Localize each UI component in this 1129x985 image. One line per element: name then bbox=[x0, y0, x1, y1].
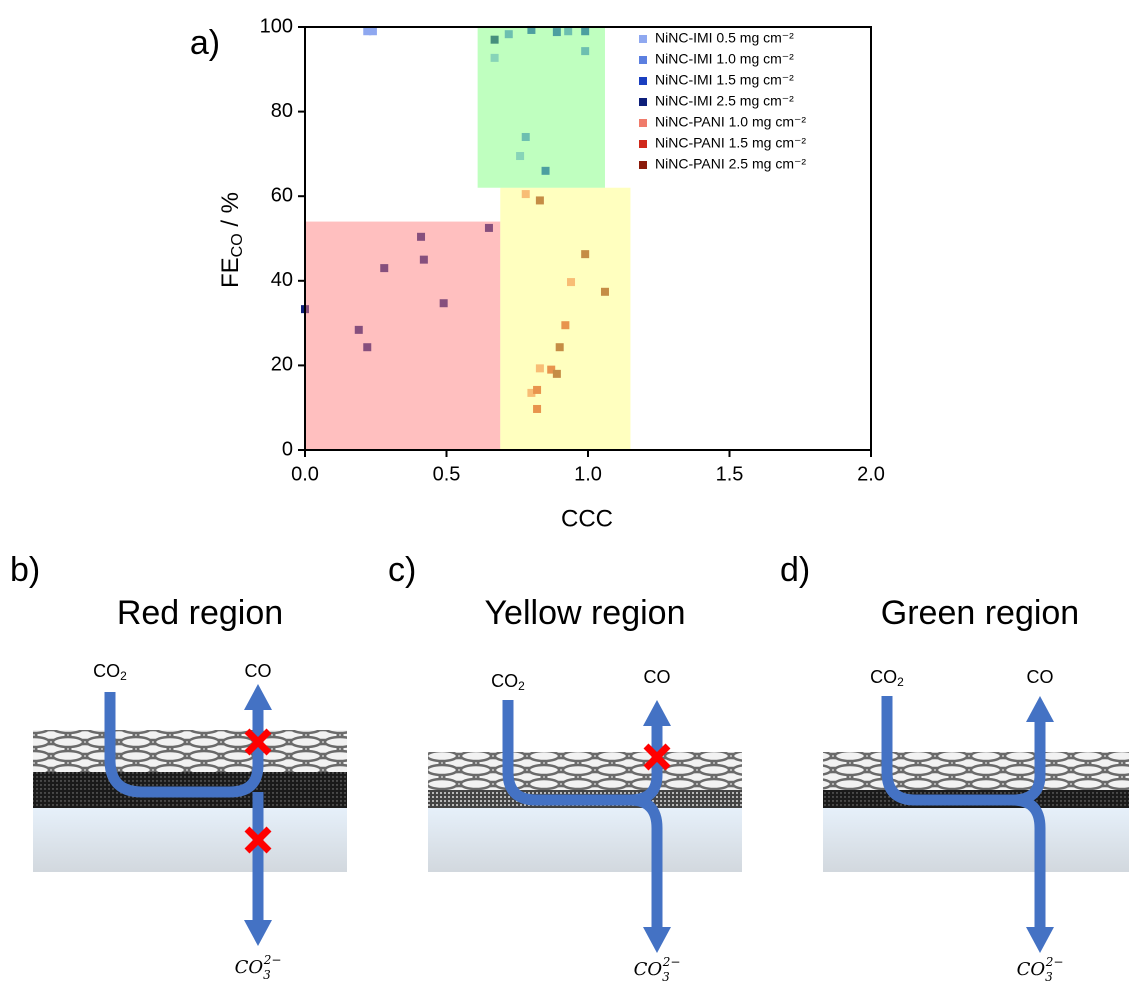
y-tick-label: 100 bbox=[260, 15, 293, 37]
legend-swatch bbox=[639, 161, 647, 169]
legend-swatch bbox=[639, 140, 647, 148]
x-tick-label: 0.0 bbox=[291, 463, 319, 485]
co2-label: CO2 bbox=[870, 667, 904, 689]
arrowhead bbox=[643, 927, 671, 953]
flow-arrow bbox=[1012, 794, 1046, 932]
chem-sub: 3 bbox=[263, 968, 271, 982]
legend-swatch bbox=[639, 35, 647, 43]
panel-b: b) Red region CO2 CO CO32− bbox=[10, 551, 347, 982]
panel-d: d) Green region CO2 CO CO32− bbox=[780, 551, 1129, 984]
panel-title: Yellow region bbox=[485, 594, 686, 632]
chem-main: CO bbox=[634, 959, 663, 980]
co-label: CO bbox=[1027, 667, 1054, 687]
co2-label: CO2 bbox=[491, 671, 525, 693]
chem-sub: 2 bbox=[120, 669, 127, 683]
flow-arrow bbox=[502, 700, 663, 806]
y-axis-label: FECO / % bbox=[217, 192, 246, 288]
chem-sup: 2− bbox=[1045, 955, 1064, 969]
co2-label: CO2 bbox=[93, 661, 127, 683]
y-label-sub: CO bbox=[229, 233, 246, 257]
x-tick-label: 1.0 bbox=[574, 463, 602, 485]
panel-title: Green region bbox=[881, 594, 1079, 632]
region bbox=[305, 221, 501, 450]
x-tick-label: 0.5 bbox=[433, 463, 461, 485]
blocked-mark bbox=[244, 826, 272, 854]
legend-label: NiNC-PANI 2.5 mg cm⁻² bbox=[655, 156, 806, 172]
legend-label: NiNC-IMI 1.0 mg cm⁻² bbox=[655, 51, 794, 67]
point bbox=[368, 27, 377, 36]
arrowhead bbox=[1026, 927, 1054, 953]
legend-swatch bbox=[639, 56, 647, 64]
electrolyte bbox=[428, 808, 742, 872]
flow-arrow bbox=[881, 696, 1046, 806]
legend-swatch bbox=[639, 98, 647, 106]
point bbox=[363, 27, 372, 36]
blocked-mark bbox=[244, 728, 272, 756]
plot bbox=[301, 25, 631, 451]
electrolyte bbox=[823, 808, 1129, 872]
y-tick-label: 60 bbox=[271, 184, 293, 206]
y-tick-label: 40 bbox=[271, 269, 293, 291]
gas-diffusion-layer bbox=[823, 752, 1129, 790]
legend-label: NiNC-PANI 1.5 mg cm⁻² bbox=[655, 135, 806, 151]
electrolyte bbox=[33, 808, 347, 872]
co-label: CO bbox=[245, 661, 272, 681]
panel-c: c) Yellow region CO2 CO CO32− bbox=[388, 551, 742, 984]
y-tick-label: 0 bbox=[282, 438, 293, 460]
legend-swatch bbox=[639, 119, 647, 127]
arrowhead bbox=[643, 700, 671, 726]
gas-diffusion-layer bbox=[428, 752, 742, 790]
region bbox=[477, 27, 605, 188]
region bbox=[500, 187, 631, 451]
chem-main: CO bbox=[235, 957, 264, 978]
y-tick-label: 80 bbox=[271, 100, 293, 122]
carbonate-label: CO32− bbox=[1017, 955, 1064, 984]
legend-label: NiNC-IMI 2.5 mg cm⁻² bbox=[655, 93, 794, 109]
co-label: CO bbox=[644, 667, 671, 687]
y-tick-label: 20 bbox=[271, 354, 293, 376]
panel-label: b) bbox=[10, 551, 40, 589]
arrowhead bbox=[1026, 696, 1054, 722]
x-tick-label: 1.5 bbox=[716, 463, 744, 485]
chem-sub: 3 bbox=[662, 970, 670, 984]
chem-sub: 2 bbox=[518, 679, 525, 693]
panel-title: Red region bbox=[117, 594, 283, 632]
x-axis-label: CCC bbox=[561, 505, 613, 532]
y-label-main: FE bbox=[217, 257, 244, 288]
flow-arrow bbox=[629, 794, 663, 932]
flow-arrow bbox=[104, 692, 264, 798]
panel-label: a) bbox=[190, 24, 220, 62]
chem-main: CO bbox=[491, 671, 518, 691]
panel-label: c) bbox=[388, 551, 416, 589]
carbonate-label: CO32− bbox=[235, 953, 282, 982]
legend-label: NiNC-IMI 1.5 mg cm⁻² bbox=[655, 72, 794, 88]
chem-main: CO bbox=[1017, 959, 1046, 980]
chem-main: CO bbox=[870, 667, 897, 687]
legend-swatch bbox=[639, 77, 647, 85]
carbonate-label: CO32− bbox=[634, 955, 681, 984]
chem-main: CO bbox=[93, 661, 120, 681]
blocked-mark bbox=[643, 743, 671, 771]
arrowhead bbox=[244, 920, 272, 946]
y-label-rest: / % bbox=[217, 192, 244, 233]
legend-label: NiNC-IMI 0.5 mg cm⁻² bbox=[655, 30, 794, 46]
gas-diffusion-layer bbox=[33, 730, 347, 772]
chem-sub: 2 bbox=[897, 675, 904, 689]
chem-sup: 2− bbox=[662, 955, 681, 969]
panel-label: d) bbox=[780, 551, 810, 589]
chem-sup: 2− bbox=[263, 953, 282, 967]
chem-sub: 3 bbox=[1045, 970, 1053, 984]
x-tick-label: 2.0 bbox=[857, 463, 885, 485]
legend-label: NiNC-PANI 1.0 mg cm⁻² bbox=[655, 114, 806, 130]
arrowhead bbox=[244, 684, 272, 710]
